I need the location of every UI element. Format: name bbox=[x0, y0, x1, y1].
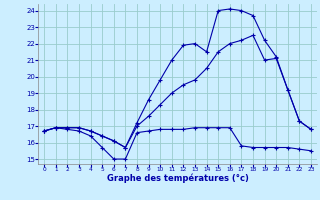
X-axis label: Graphe des températures (°c): Graphe des températures (°c) bbox=[107, 174, 249, 183]
